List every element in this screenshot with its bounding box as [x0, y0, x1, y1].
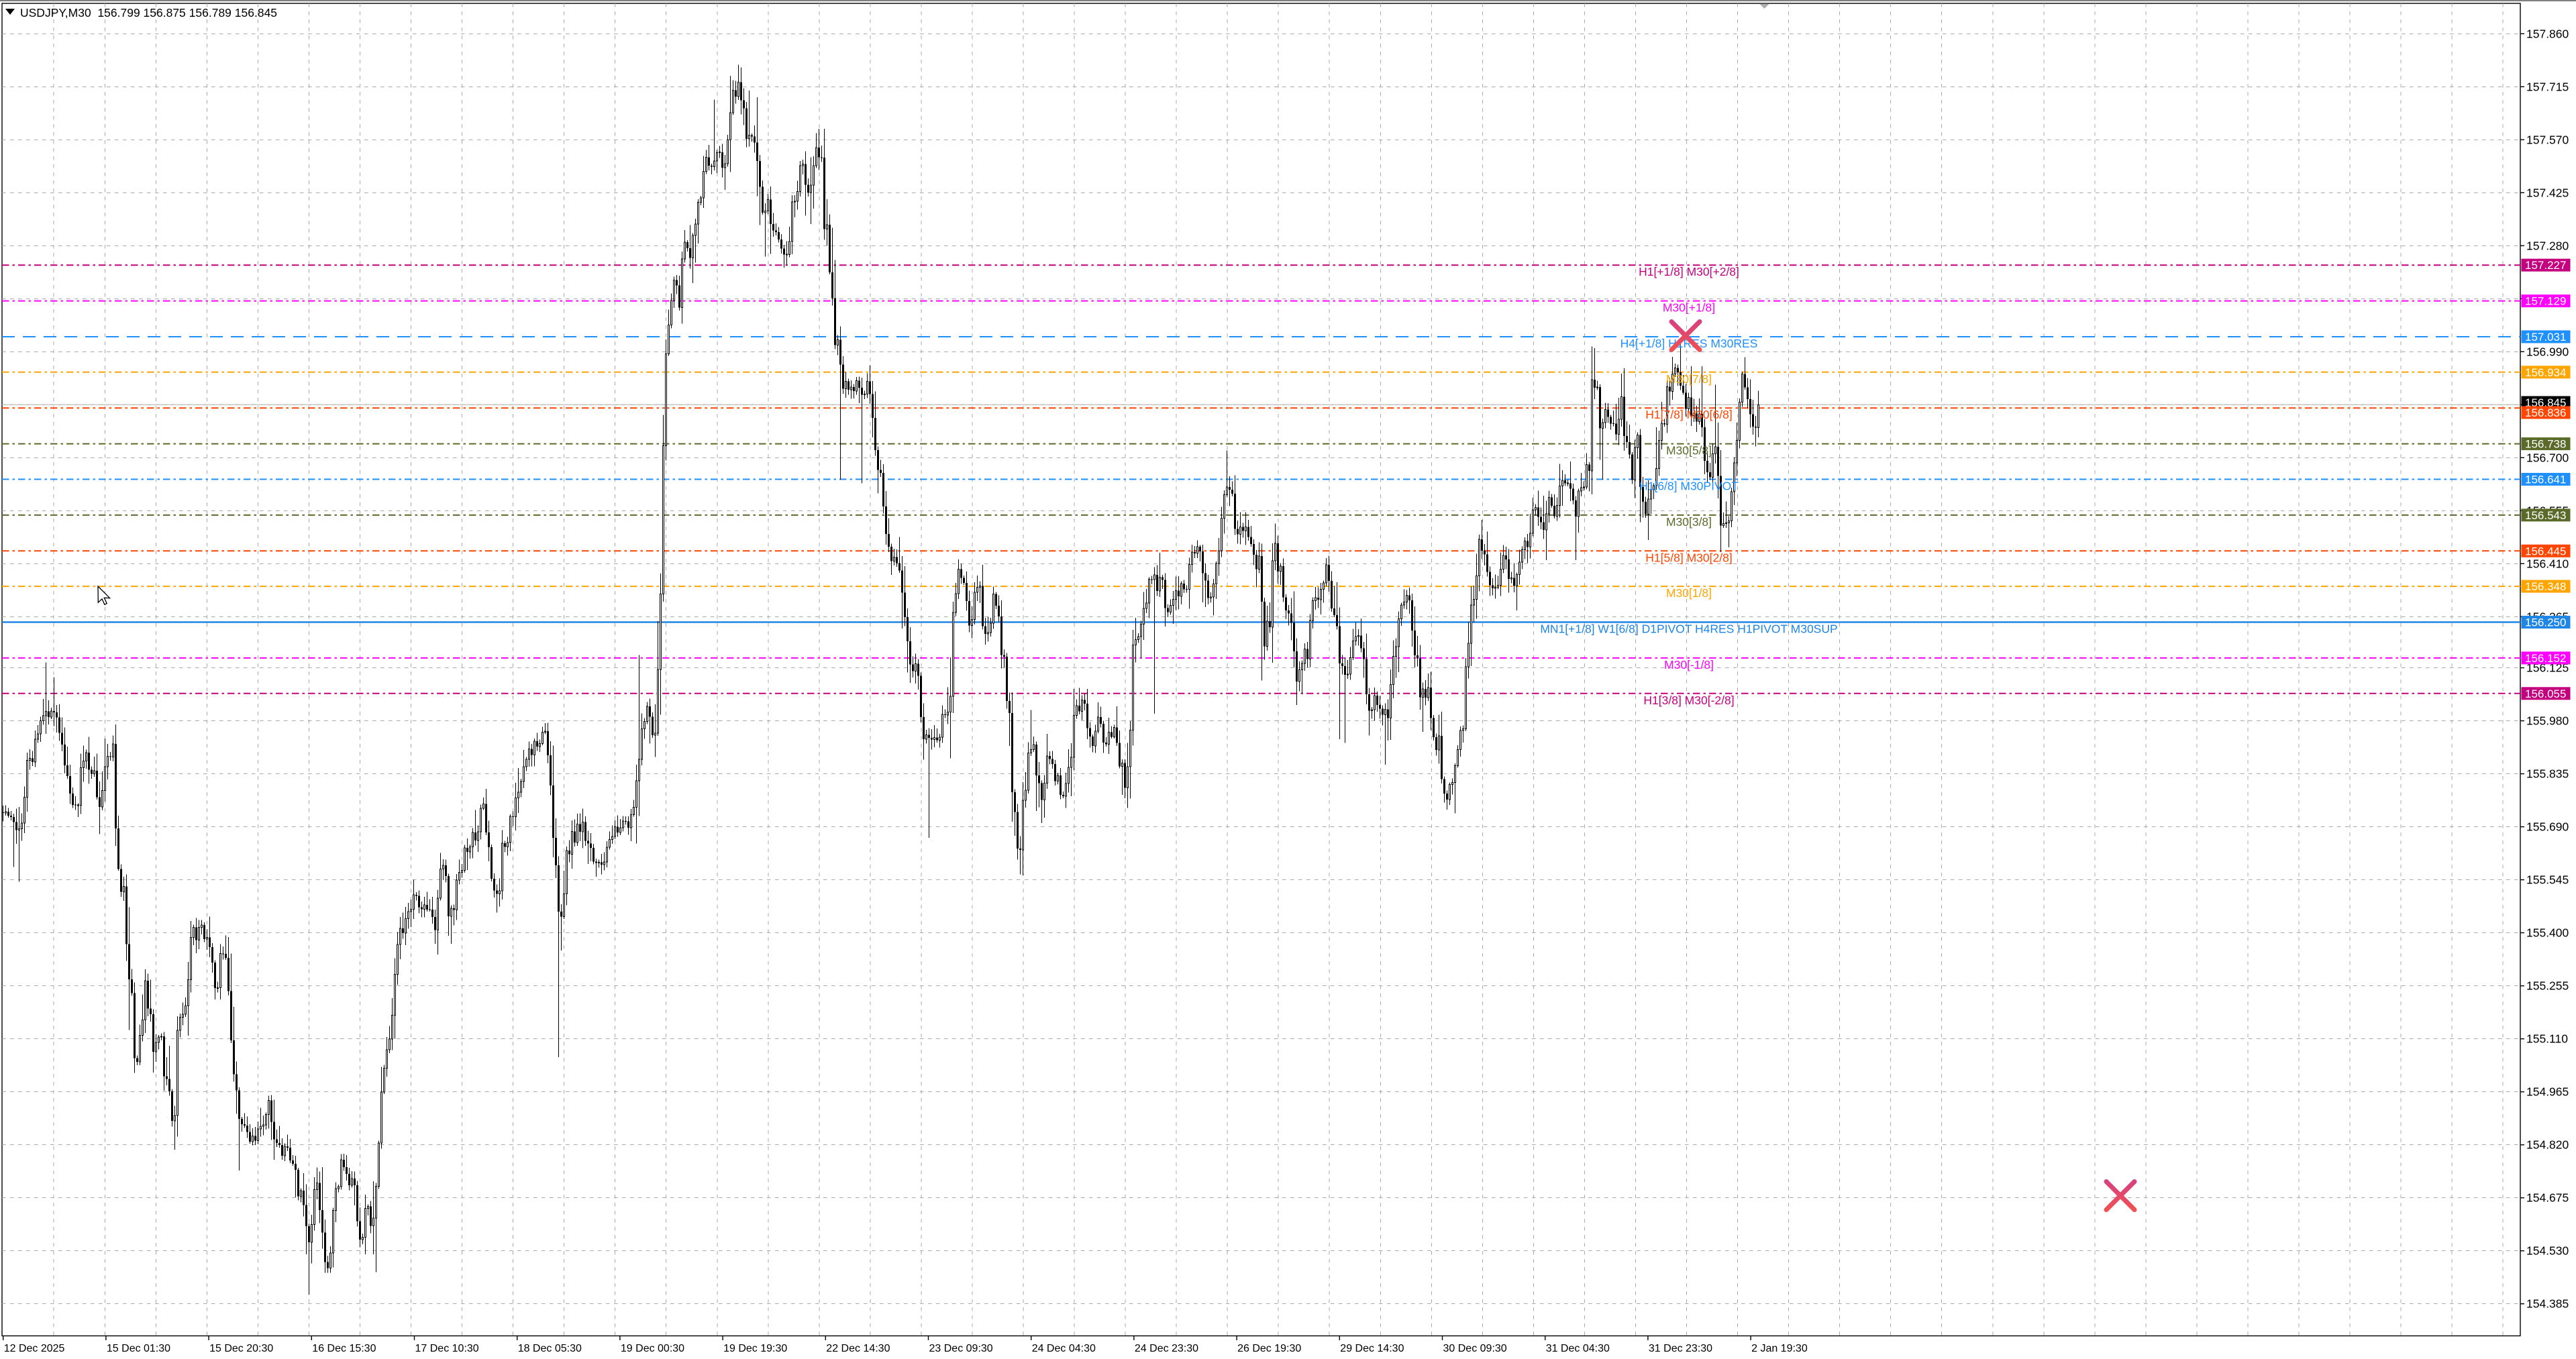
svg-text:155.690: 155.690 [2526, 820, 2569, 834]
svg-text:M30[+1/8]: M30[+1/8] [1663, 301, 1715, 315]
svg-text:30 Dec 09:30: 30 Dec 09:30 [1443, 1343, 1507, 1354]
svg-text:155.835: 155.835 [2526, 767, 2569, 781]
svg-text:M30[1/8]: M30[1/8] [1666, 586, 1712, 600]
svg-text:157.425: 157.425 [2526, 186, 2569, 199]
svg-text:154.530: 154.530 [2526, 1244, 2569, 1258]
svg-text:26 Dec 19:30: 26 Dec 19:30 [1237, 1343, 1301, 1354]
svg-text:16 Dec 15:30: 16 Dec 15:30 [312, 1343, 376, 1354]
svg-text:22 Dec 14:30: 22 Dec 14:30 [826, 1343, 890, 1354]
svg-text:156.990: 156.990 [2526, 345, 2569, 358]
svg-text:156.836: 156.836 [2525, 406, 2566, 419]
svg-text:156.543: 156.543 [2525, 509, 2566, 522]
svg-text:156.410: 156.410 [2526, 557, 2569, 570]
svg-text:15 Dec 20:30: 15 Dec 20:30 [209, 1343, 273, 1354]
svg-text:154.675: 154.675 [2526, 1191, 2569, 1205]
svg-text:M30[3/8]: M30[3/8] [1666, 515, 1712, 529]
svg-text:155.255: 155.255 [2526, 979, 2569, 993]
svg-text:155.980: 155.980 [2526, 714, 2569, 728]
svg-text:155.545: 155.545 [2526, 873, 2569, 887]
svg-text:12 Dec 2025: 12 Dec 2025 [4, 1343, 65, 1354]
svg-text:24 Dec 04:30: 24 Dec 04:30 [1032, 1343, 1096, 1354]
svg-text:19 Dec 00:30: 19 Dec 00:30 [621, 1343, 684, 1354]
svg-text:154.965: 154.965 [2526, 1085, 2569, 1099]
svg-text:156.934: 156.934 [2525, 366, 2566, 379]
svg-text:156.152: 156.152 [2525, 652, 2566, 665]
svg-text:H1[6/8] M30PIVOT: H1[6/8] M30PIVOT [1639, 480, 1739, 493]
svg-text:M30[-1/8]: M30[-1/8] [1664, 658, 1714, 671]
svg-text:157.280: 157.280 [2526, 239, 2569, 252]
svg-text:155.400: 155.400 [2526, 926, 2569, 940]
svg-text:157.860: 157.860 [2526, 27, 2569, 40]
svg-text:157.227: 157.227 [2525, 259, 2566, 272]
svg-text:154.385: 154.385 [2526, 1297, 2569, 1311]
svg-text:156.641: 156.641 [2525, 474, 2566, 486]
svg-text:M30[7/8]: M30[7/8] [1666, 372, 1712, 386]
svg-text:154.820: 154.820 [2526, 1138, 2569, 1152]
svg-text:31 Dec 04:30: 31 Dec 04:30 [1546, 1343, 1610, 1354]
svg-text:19 Dec 19:30: 19 Dec 19:30 [723, 1343, 787, 1354]
svg-text:155.110: 155.110 [2526, 1032, 2568, 1046]
svg-text:157.570: 157.570 [2526, 133, 2569, 146]
svg-text:156.348: 156.348 [2525, 580, 2566, 593]
svg-text:H1[5/8] M30[2/8]: H1[5/8] M30[2/8] [1645, 551, 1732, 564]
svg-text:2 Jan 19:30: 2 Jan 19:30 [1751, 1343, 1808, 1354]
svg-text:H1[7/8] M30[6/8]: H1[7/8] M30[6/8] [1645, 408, 1732, 421]
svg-text:M30[5/8]: M30[5/8] [1666, 444, 1712, 457]
svg-text:23 Dec 09:30: 23 Dec 09:30 [929, 1343, 993, 1354]
svg-text:156.125: 156.125 [2526, 661, 2569, 675]
svg-text:156.845: 156.845 [2525, 396, 2566, 409]
svg-text:29 Dec 14:30: 29 Dec 14:30 [1340, 1343, 1404, 1354]
svg-text:24 Dec 23:30: 24 Dec 23:30 [1135, 1343, 1198, 1354]
svg-text:MN1[+1/8] W1[6/8] D1PIVOT H4RE: MN1[+1/8] W1[6/8] D1PIVOT H4RES H1PIVOT … [1540, 622, 1837, 636]
svg-text:H4[+1/8] H1RES M30RES: H4[+1/8] H1RES M30RES [1620, 337, 1758, 350]
svg-text:157.129: 157.129 [2525, 295, 2566, 308]
svg-text:156.738: 156.738 [2525, 438, 2566, 451]
svg-text:156.445: 156.445 [2525, 545, 2566, 557]
svg-text:156.055: 156.055 [2525, 688, 2566, 700]
svg-text:31 Dec 23:30: 31 Dec 23:30 [1649, 1343, 1712, 1354]
svg-text:156.250: 156.250 [2525, 616, 2566, 629]
svg-text:H1[3/8] M30[-2/8]: H1[3/8] M30[-2/8] [1643, 694, 1734, 707]
svg-text:156.700: 156.700 [2526, 451, 2569, 464]
svg-text:157.715: 157.715 [2526, 80, 2569, 93]
svg-text:18 Dec 05:30: 18 Dec 05:30 [518, 1343, 582, 1354]
svg-text:USDJPY,M30 156.799 156.875 15: USDJPY,M30 156.799 156.875 156.789 156.8… [20, 6, 277, 19]
svg-text:17 Dec 10:30: 17 Dec 10:30 [415, 1343, 479, 1354]
svg-text:15 Dec 01:30: 15 Dec 01:30 [107, 1343, 170, 1354]
svg-text:157.031: 157.031 [2525, 331, 2566, 343]
svg-text:H1[+1/8] M30[+2/8]: H1[+1/8] M30[+2/8] [1639, 265, 1739, 278]
